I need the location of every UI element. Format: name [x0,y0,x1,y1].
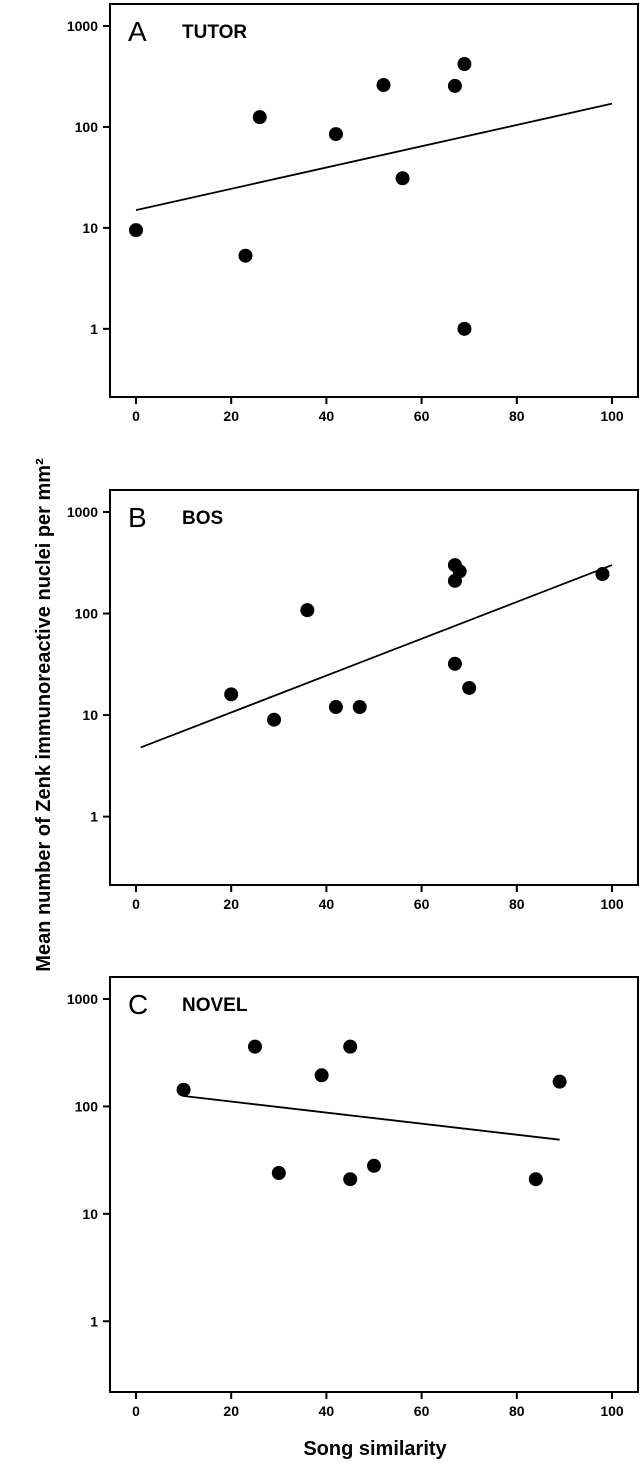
panel-title: TUTOR [182,22,247,43]
data-point [267,712,282,727]
data-point [528,1172,543,1187]
data-point [252,110,267,125]
x-tick-label: 20 [223,896,239,912]
data-point [343,1172,358,1187]
y-tick-label: 1 [90,1313,98,1329]
plot-frame [109,976,639,1393]
x-tick-label: 80 [509,896,525,912]
data-point [343,1039,358,1054]
x-tick-label: 100 [600,408,624,424]
x-tick-label: 80 [509,1403,525,1419]
data-point [328,700,343,715]
chart-panel-c: C NOVEL 1 10 100 1000 0 20 40 60 80 100 [67,976,639,1419]
y-tick-label: 1 [90,809,98,825]
data-point [457,57,472,72]
data-point [300,603,315,618]
data-point [376,78,391,93]
data-point [129,223,143,238]
x-tick-label: 60 [414,1403,430,1419]
x-tick-label: 60 [414,896,430,912]
x-tick-label: 0 [132,896,140,912]
panel-letter: A [128,16,147,47]
y-tick-label: 10 [82,707,98,723]
data-point [457,321,472,336]
plot-frame [109,489,639,886]
data-point [395,171,410,186]
y-tick-label: 10 [82,220,98,236]
y-tick-label: 1000 [67,991,98,1007]
x-tick-label: 40 [319,896,335,912]
data-point [352,700,367,715]
data-point [314,1068,329,1083]
y-tick-label: 1 [90,321,98,337]
data-point [367,1158,381,1173]
plot-frame [109,3,639,398]
regression-line [140,564,613,749]
chart-panel-a: A TUTOR 1 10 100 1000 0 20 40 60 80 100 [67,3,639,424]
y-axis-title: Mean number of Zenk immunoreactive nucle… [33,458,55,972]
panel-letter: C [128,989,148,1020]
x-tick-label: 80 [509,408,525,424]
y-tick-label: 1000 [67,18,98,34]
data-point [552,1074,567,1089]
x-tick-label: 20 [223,408,239,424]
x-tick-label: 0 [132,408,140,424]
data-point [176,1082,191,1097]
panel-title: BOS [182,508,223,529]
regression-line [135,102,613,211]
data-point [271,1165,286,1180]
y-tick-label: 10 [82,1206,98,1222]
data-point [328,127,343,142]
x-axis-title: Song similarity [303,1438,447,1460]
data-point [248,1039,262,1054]
y-tick-label: 1000 [67,504,98,520]
x-tick-label: 0 [132,1403,140,1419]
panel-letter: B [128,502,147,533]
data-point [452,564,467,579]
y-tick-label: 100 [75,119,99,135]
x-tick-label: 100 [600,896,624,912]
panel-title: NOVEL [182,995,248,1016]
data-point [447,78,462,93]
y-tick-label: 100 [75,606,99,622]
data-point [224,687,239,702]
regression-line [183,1095,560,1141]
x-tick-label: 100 [600,1403,624,1419]
x-tick-label: 20 [223,1403,239,1419]
y-tick-label: 100 [75,1098,99,1114]
data-point [462,680,477,695]
data-point [595,567,610,582]
x-tick-label: 60 [414,408,430,424]
data-point [238,248,253,263]
data-point [447,656,462,671]
x-tick-label: 40 [319,408,335,424]
x-tick-label: 40 [319,1403,335,1419]
chart-panel-b: B BOS 1 10 100 1000 0 20 40 60 80 100 [67,489,639,912]
